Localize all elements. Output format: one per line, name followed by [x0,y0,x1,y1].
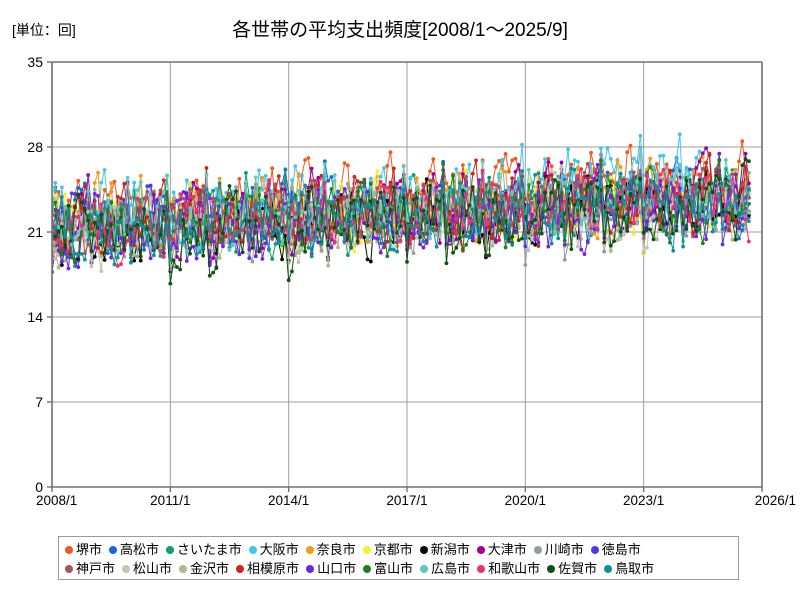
legend-label: 富山市 [374,561,414,576]
legend-item[interactable]: 堺市 [65,543,102,556]
legend-marker-icon [420,564,429,573]
legend-label: 神戸市 [76,561,116,576]
legend-marker-icon [166,545,175,554]
legend-marker-icon [590,545,599,554]
legend-row: 堺市 高松市 さいたま市 大阪市 奈良市 京都市 新潟市 大津市 川崎市 徳島市 [65,540,732,559]
x-tick-label: 2014/1 [268,493,309,508]
legend-item[interactable]: 奈良市 [305,542,356,557]
legend-label: 川崎市 [544,542,584,557]
chart-title: 各世帯の平均支出頻度[2008/1～2025/9] [232,20,568,41]
legend-label: 大津市 [487,542,527,557]
legend-marker-icon [477,564,486,573]
legend-item[interactable]: 高松市 [109,543,159,556]
legend-label: 大阪市 [259,542,299,557]
legend-marker-icon [476,545,485,554]
legend-marker-icon [109,545,118,554]
chart-legend: 堺市 高松市 さいたま市 大阪市 奈良市 京都市 新潟市 大津市 川崎市 徳島市神戸市 松山市 金沢市… [58,536,739,580]
legend-item[interactable]: 和歌山市 [477,562,540,575]
legend-label: 和歌山市 [488,561,541,576]
legend-item[interactable]: さいたま市 [166,543,242,556]
y-tick-label: 28 [27,139,43,155]
legend-label: 京都市 [373,542,413,557]
legend-item[interactable]: 佐賀市 [547,562,597,575]
legend-marker-icon [604,564,613,573]
legend-item[interactable]: 金沢市 [179,562,229,575]
unit-label: [単位：回] [12,22,76,38]
x-tick-label: 2011/1 [150,493,190,508]
y-tick-label: 14 [27,309,43,325]
legend-marker-icon [305,545,314,554]
legend-marker-icon [122,564,131,573]
legend-marker-icon [533,545,542,554]
legend-marker-icon [248,545,257,554]
series-markers [52,167,751,268]
legend-label: さいたま市 [177,542,242,557]
x-tick-label: 2008/1 [36,493,77,508]
y-tick-label: 21 [27,224,43,240]
legend-marker-icon [363,564,372,573]
legend-label: 相模原市 [247,561,300,576]
legend-item[interactable]: 大津市 [476,542,527,557]
legend-item[interactable]: 神戸市 [65,562,115,575]
legend-label: 佐賀市 [558,561,598,576]
legend-label: 松山市 [133,561,173,576]
legend-label: 高松市 [120,542,160,557]
legend-item[interactable]: 新潟市 [419,542,470,557]
legend-item[interactable]: 松山市 [122,562,172,575]
legend-item[interactable]: 富山市 [363,562,413,575]
legend-marker-icon [179,564,188,573]
legend-marker-icon [236,564,245,573]
y-tick-label: 0 [35,479,43,495]
legend-item[interactable]: 鳥取市 [604,562,654,575]
x-tick-label: 2020/1 [505,493,546,508]
legend-marker-icon [547,564,556,573]
legend-label: 広島市 [431,561,471,576]
series-group [52,132,751,286]
legend-label: 徳島市 [601,542,641,557]
y-tick-label: 35 [27,54,43,70]
legend-marker-icon [65,564,73,573]
x-tick-label: 2023/1 [623,493,664,508]
legend-label: 山口市 [317,561,357,576]
x-tick-label: 2017/1 [386,493,427,508]
legend-item[interactable]: 広島市 [420,562,470,575]
legend-item[interactable]: 川崎市 [533,542,584,557]
legend-item[interactable]: 相模原市 [236,562,299,575]
legend-label: 新潟市 [430,542,470,557]
legend-label: 鳥取市 [615,561,655,576]
legend-marker-icon [419,545,428,554]
series-markers [52,166,751,267]
legend-marker-icon [65,545,73,554]
legend-item[interactable]: 徳島市 [590,542,641,557]
legend-item[interactable]: 京都市 [362,542,413,557]
legend-marker-icon [362,545,371,554]
legend-item[interactable]: 山口市 [306,562,356,575]
legend-label: 奈良市 [316,542,356,557]
x-tick-label: 2026/1 [755,493,796,508]
legend-label: 金沢市 [190,561,230,576]
legend-row: 神戸市 松山市 金沢市 相模原市 山口市 富山市 広島市 和歌山市 佐賀市 鳥取市 [65,559,732,578]
y-tick-label: 7 [35,394,43,410]
legend-label: 堺市 [76,542,103,557]
legend-item[interactable]: 大阪市 [248,542,299,557]
legend-marker-icon [306,564,315,573]
